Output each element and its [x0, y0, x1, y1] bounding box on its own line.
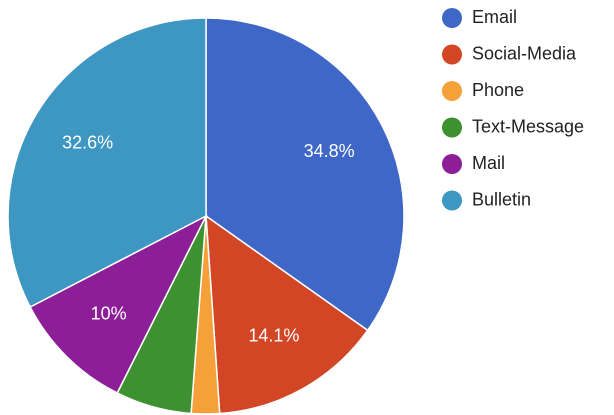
legend-label: Phone [472, 80, 524, 100]
slice-label: 14.1% [248, 326, 299, 346]
pie-slice [29, 214, 208, 394]
legend-label: Bulletin [472, 189, 531, 209]
legend-swatch [442, 44, 462, 65]
legend-swatch [442, 81, 462, 101]
pie-slice [7, 17, 207, 309]
slice-label: 32.6% [62, 133, 113, 153]
legend-swatch [442, 117, 462, 138]
legend-label: Mail [472, 153, 505, 173]
legend-label: Email [472, 7, 517, 27]
slice-label: 34.8% [304, 141, 355, 161]
pie-slice [205, 214, 369, 415]
legend-label: Social-Media [472, 43, 577, 63]
legend-swatch [442, 190, 462, 211]
legend-swatch [442, 154, 462, 174]
legend-label: Text-Message [472, 116, 584, 136]
pie-slice [205, 17, 405, 332]
slice-label: 10% [91, 303, 127, 323]
legend-swatch [442, 8, 462, 28]
